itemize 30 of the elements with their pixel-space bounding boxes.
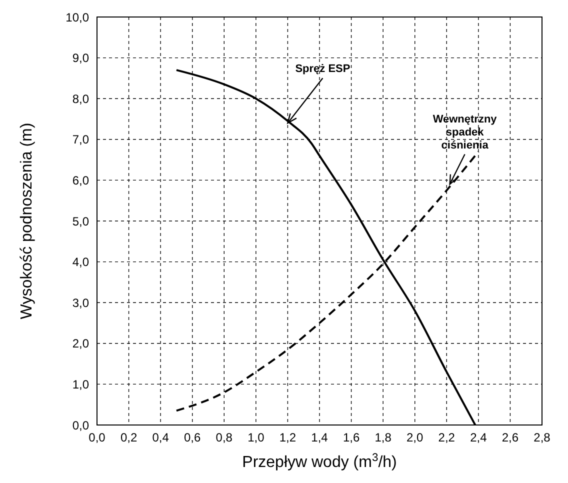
y-tick-label: 5,0 — [72, 214, 90, 228]
x-tick-label: 1,8 — [374, 430, 392, 445]
x-tick-label: 0,8 — [216, 430, 233, 445]
x-tick-label: 2,4 — [470, 430, 488, 445]
x-tick-label: 0,0 — [88, 430, 106, 445]
x-axis-title: Przepływ wody (m$^{3}$/h) — [242, 452, 397, 471]
y-tick-label: 3,0 — [72, 296, 90, 310]
x-tick-label: 2,0 — [406, 430, 424, 445]
y-tick-label: 9,0 — [72, 51, 90, 66]
y-tick-label: 7,0 — [72, 132, 90, 147]
x-tick-label: 1,6 — [342, 430, 360, 445]
annotation: Spręż ESP — [295, 63, 350, 76]
x-tick-label: 1,2 — [279, 430, 296, 445]
x-tick-label: 1,4 — [311, 430, 328, 445]
y-tick-label: 0,0 — [72, 418, 90, 432]
x-tick-label: 0,6 — [184, 430, 202, 445]
x-tick-label: 2,6 — [502, 430, 519, 445]
x-tick-label: 2,8 — [534, 430, 551, 445]
y-tick-label: 8,0 — [72, 92, 90, 106]
y-tick-label: 2,0 — [72, 336, 90, 351]
x-tick-label: 0,2 — [120, 430, 138, 445]
y-tick-label: 4,0 — [72, 255, 90, 270]
x-tick-label: 1,0 — [248, 430, 265, 445]
x-tick-label: 0,4 — [152, 430, 170, 445]
y-tick-label: 10,0 — [66, 10, 90, 24]
y-axis-title: Wysokość podnoszenia (m) — [18, 122, 36, 320]
x-tick-label: 2,2 — [438, 430, 456, 445]
y-tick-label: 1,0 — [72, 377, 90, 392]
annotation: Wewnętrzny spadek ciśnienia — [432, 113, 498, 152]
y-tick-label: 6,0 — [72, 173, 90, 188]
